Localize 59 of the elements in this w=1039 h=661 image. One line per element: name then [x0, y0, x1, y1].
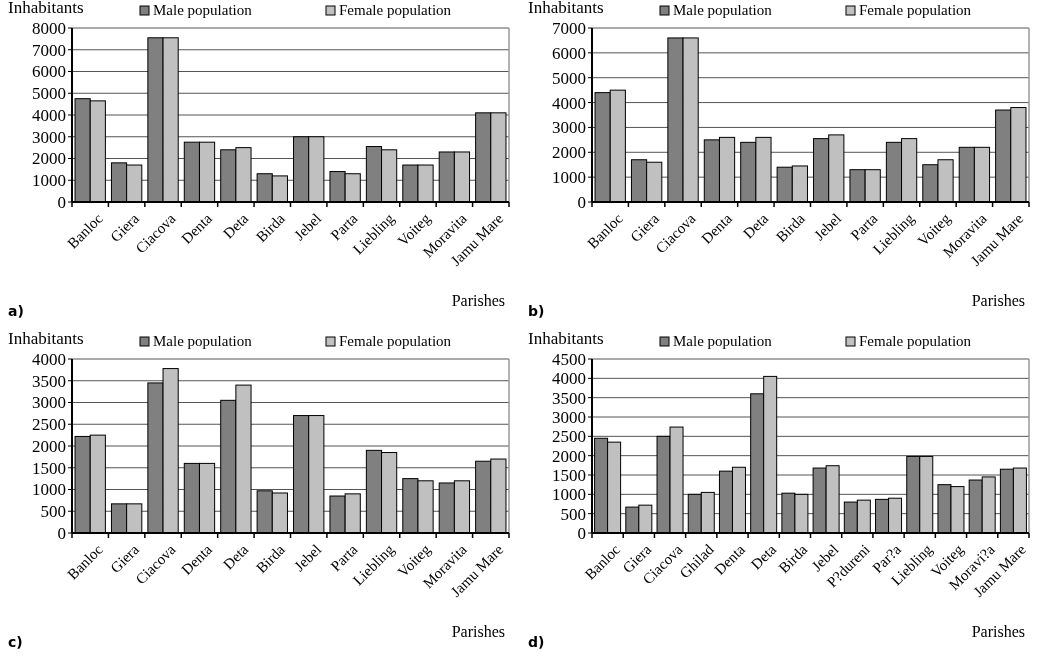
legend-label: Female population	[339, 333, 452, 349]
x-tick-label: Deta	[740, 210, 772, 242]
y-tick-label: 2000	[32, 436, 66, 456]
y-tick-label: 0	[57, 192, 66, 212]
y-tick-label: 500	[40, 502, 66, 522]
y-tick-label: 1500	[552, 465, 586, 485]
y-tick-label: 7000	[32, 40, 66, 60]
y-tick-label: 2500	[32, 415, 66, 435]
y-tick-label: 3000	[552, 407, 586, 427]
y-tick-label: 1500	[32, 458, 66, 478]
legend-label: Male population	[153, 2, 253, 18]
y-tick-label: 3000	[32, 393, 66, 413]
y-tick-label: 0	[577, 523, 586, 543]
legend-label: Female population	[339, 2, 452, 18]
y-tick-label: 4000	[32, 105, 66, 125]
legend-label: Male population	[673, 2, 773, 18]
y-tick-label: 2000	[552, 143, 586, 163]
y-axis-title: Inhabitants	[8, 0, 84, 17]
y-tick-label: 0	[577, 192, 586, 212]
y-tick-label: 4000	[552, 93, 586, 113]
y-tick-label: 2000	[32, 149, 66, 169]
y-tick-label: 4000	[552, 369, 586, 389]
x-axis-title: Parishes	[451, 623, 505, 640]
x-tick-label: Deta	[220, 541, 252, 573]
y-tick-label: 5000	[32, 84, 66, 104]
y-tick-label: 3000	[32, 127, 66, 147]
legend-label: Male population	[153, 333, 253, 349]
legend-label: Female population	[859, 2, 972, 18]
y-tick-label: 2500	[552, 427, 586, 447]
y-tick-label: 1000	[552, 485, 586, 505]
y-tick-label: 3500	[552, 388, 586, 408]
y-axis-title: Inhabitants	[8, 329, 84, 348]
legend-label: Male population	[673, 333, 773, 349]
x-axis-title: Parishes	[451, 292, 505, 309]
y-tick-label: 1000	[552, 168, 586, 188]
y-tick-label: 3000	[552, 118, 586, 138]
y-tick-label: 7000	[552, 18, 586, 38]
y-tick-label: 5000	[552, 68, 586, 88]
y-axis-title: Inhabitants	[528, 0, 604, 17]
y-tick-label: 4000	[32, 349, 66, 369]
y-tick-label: 6000	[552, 43, 586, 63]
y-tick-label: 1000	[32, 480, 66, 500]
y-tick-label: 0	[57, 523, 66, 543]
text: d)	[528, 634, 545, 650]
text: c)	[8, 634, 23, 650]
y-tick-label: 6000	[32, 62, 66, 82]
y-tick-label: 8000	[32, 18, 66, 38]
y-tick-label: 1000	[32, 171, 66, 191]
x-tick-label: Deta	[220, 210, 252, 242]
y-tick-label: 3500	[32, 371, 66, 391]
x-axis-title: Parishes	[971, 292, 1025, 309]
y-axis-title: Inhabitants	[528, 329, 604, 348]
y-tick-label: 2000	[552, 446, 586, 466]
text: b)	[528, 303, 545, 319]
y-tick-label: 500	[560, 504, 586, 524]
y-tick-label: 4500	[552, 349, 586, 369]
legend-label: Female population	[859, 333, 972, 349]
x-axis-title: Parishes	[971, 623, 1025, 640]
text: a)	[8, 303, 24, 319]
